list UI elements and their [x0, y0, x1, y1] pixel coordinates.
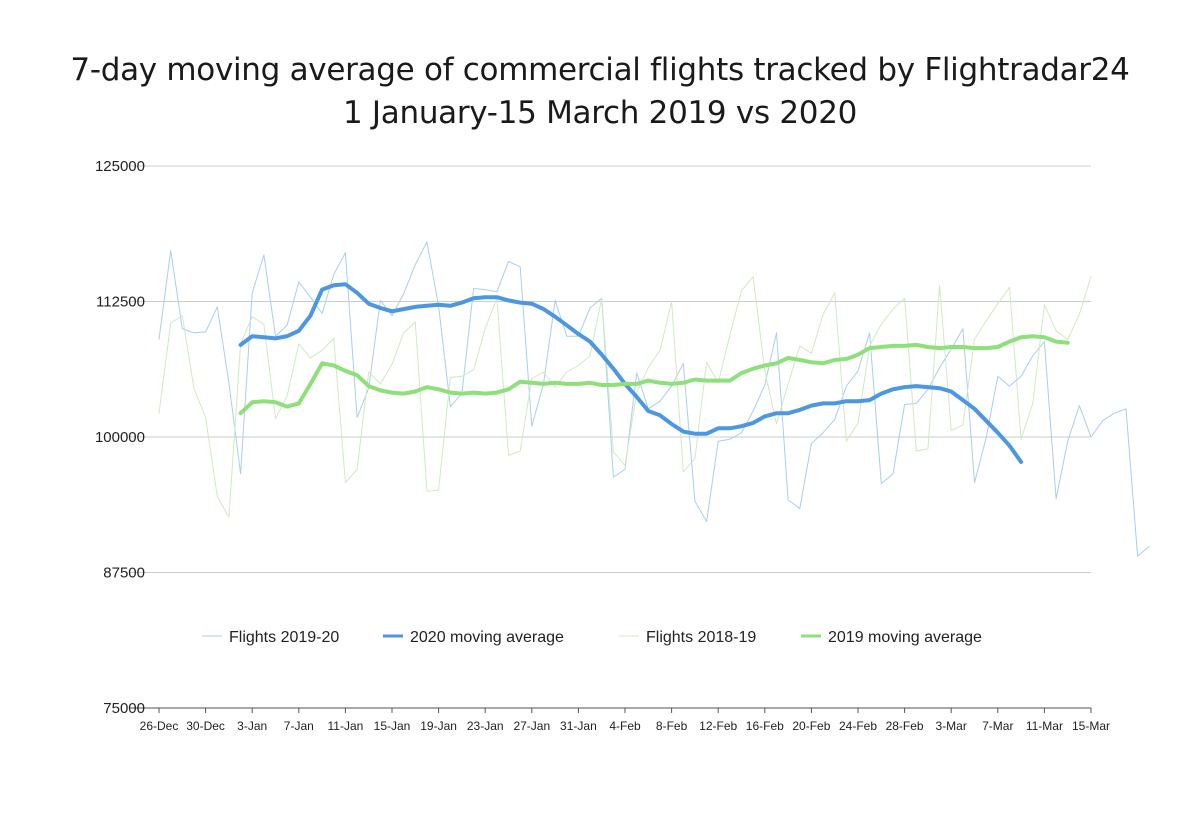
y-axis-ticks: 75000 87500 100000 112500 125000	[95, 158, 145, 717]
x-tick-label: 12-Feb	[699, 719, 737, 733]
y-tick-label: 75000	[103, 700, 145, 717]
x-tick-label: 27-Jan	[513, 719, 550, 733]
x-tick-label: 11-Jan	[327, 719, 363, 733]
y-tick-label: 112500	[96, 294, 145, 311]
x-tick-label: 28-Feb	[886, 719, 924, 733]
x-axis-ticks: 26-Dec 30-Dec 3-Jan 7-Jan 11-Jan 15-Jan 19-Jan…	[140, 708, 1110, 733]
legend-label-flights-2018-19: Flights 2018-19	[646, 629, 756, 646]
x-tick-label: 16-Feb	[746, 719, 784, 733]
gridlines	[129, 166, 1091, 708]
legend: Flights 2019-20 2020 moving average Flig…	[202, 629, 982, 646]
legend-label-flights-2019-20: Flights 2019-20	[229, 629, 339, 646]
x-tick-label: 4-Feb	[609, 719, 641, 733]
x-tick-label: 19-Jan	[420, 719, 457, 733]
series-line-2019-moving-average	[241, 336, 1068, 413]
x-tick-label: 7-Mar	[982, 719, 1013, 733]
series-line-flights-2018-19	[159, 277, 1091, 518]
x-tick-label: 3-Mar	[936, 719, 967, 733]
x-tick-label: 3-Jan	[237, 719, 267, 733]
x-tick-label: 24-Feb	[839, 719, 877, 733]
x-tick-label: 8-Feb	[656, 719, 688, 733]
y-tick-label: 125000	[95, 158, 145, 175]
line-chart: 75000 87500 100000 112500 125000 26-Dec 30-De…	[0, 0, 1200, 829]
x-tick-label: 7-Jan	[284, 719, 314, 733]
x-tick-label: 23-Jan	[467, 719, 504, 733]
y-tick-label: 87500	[103, 565, 145, 582]
x-tick-label: 26-Dec	[140, 719, 179, 733]
x-tick-label: 30-Dec	[186, 719, 225, 733]
legend-label-2019-average: 2019 moving average	[828, 629, 982, 646]
x-tick-label: 15-Jan	[374, 719, 411, 733]
series-line-2020-moving-average	[241, 284, 1022, 462]
x-tick-label: 15-Mar	[1072, 719, 1110, 733]
series-lines	[159, 242, 1149, 556]
legend-label-2020-average: 2020 moving average	[410, 629, 564, 646]
y-tick-label: 100000	[95, 429, 145, 446]
series-line-flights-2019-20	[159, 242, 1149, 556]
x-tick-label: 31-Jan	[560, 719, 597, 733]
x-tick-label: 11-Mar	[1026, 719, 1063, 733]
x-tick-label: 20-Feb	[792, 719, 830, 733]
